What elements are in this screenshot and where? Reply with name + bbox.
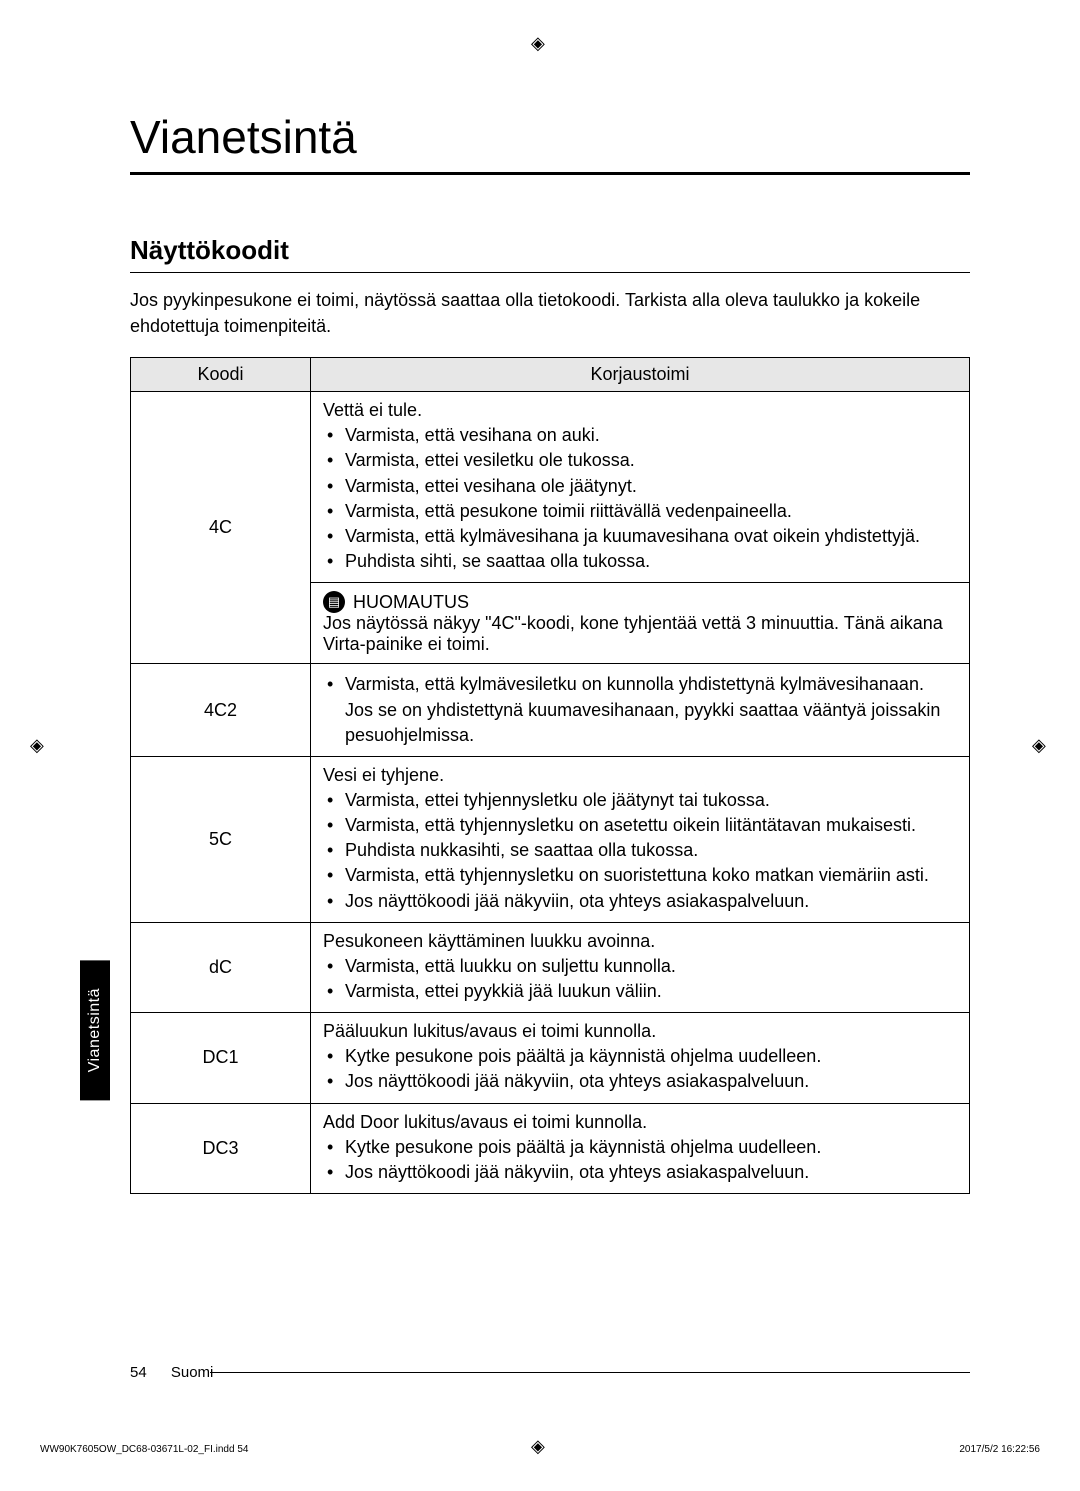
table-row-code: 4C <box>131 392 311 664</box>
list-item: Jos näyttökoodi jää näkyviin, ota yhteys… <box>323 1160 957 1185</box>
action-lead: Vettä ei tule. <box>323 400 957 421</box>
action-lead: Add Door lukitus/avaus ei toimi kunnolla… <box>323 1112 957 1133</box>
list-item: Varmista, että vesihana on auki. <box>323 423 957 448</box>
list-item: Varmista, että kylmävesiletku on kunnoll… <box>323 672 957 748</box>
table-row-action: Varmista, että kylmävesiletku on kunnoll… <box>311 664 970 757</box>
action-list: Kytke pesukone pois päältä ja käynnistä … <box>323 1135 957 1185</box>
list-item: Varmista, ettei vesihana ole jäätynyt. <box>323 474 957 499</box>
list-item: Puhdista sihti, se saattaa olla tukossa. <box>323 549 957 574</box>
registration-mark-top <box>531 34 549 54</box>
list-item: Varmista, että kylmävesihana ja kuumaves… <box>323 524 957 549</box>
action-list: Varmista, että vesihana on auki.Varmista… <box>323 423 957 574</box>
table-header-action: Korjaustoimi <box>311 358 970 392</box>
list-item: Jos näyttökoodi jää näkyviin, ota yhteys… <box>323 1069 957 1094</box>
registration-mark-left <box>30 736 48 756</box>
action-list: Varmista, ettei tyhjennysletku ole jääty… <box>323 788 957 914</box>
action-list: Varmista, että kylmävesiletku on kunnoll… <box>323 672 957 748</box>
table-row-code: 4C2 <box>131 664 311 757</box>
table-row-action: Pääluukun lukitus/avaus ei toimi kunnoll… <box>311 1013 970 1103</box>
table-header-code: Koodi <box>131 358 311 392</box>
table-row-code: dC <box>131 922 311 1012</box>
note-label: HUOMAUTUS <box>353 592 469 613</box>
list-item: Varmista, että pesukone toimii riittäväl… <box>323 499 957 524</box>
table-row-action: Add Door lukitus/avaus ei toimi kunnolla… <box>311 1103 970 1193</box>
note-cell: ▤ HUOMAUTUSJos näytössä näkyy "4C"-koodi,… <box>311 583 970 664</box>
registration-mark-bottom <box>531 1437 549 1457</box>
list-item: Varmista, ettei tyhjennysletku ole jääty… <box>323 788 957 813</box>
list-item: Varmista, että tyhjennysletku on suorist… <box>323 863 957 888</box>
table-row-action: Vettä ei tule.Varmista, että vesihana on… <box>311 392 970 583</box>
action-list: Kytke pesukone pois päältä ja käynnistä … <box>323 1044 957 1094</box>
intro-paragraph: Jos pyykinpesukone ei toimi, näytössä sa… <box>130 287 970 339</box>
list-item: Varmista, että tyhjennysletku on asetett… <box>323 813 957 838</box>
table-row-code: DC3 <box>131 1103 311 1193</box>
page-content: Vianetsintä Näyttökoodit Jos pyykinpesuk… <box>80 80 1000 1411</box>
table-row-code: DC1 <box>131 1013 311 1103</box>
action-lead: Pesukoneen käyttäminen luukku avoinna. <box>323 931 957 952</box>
list-item: Jos näyttökoodi jää näkyviin, ota yhteys… <box>323 889 957 914</box>
action-lead: Pääluukun lukitus/avaus ei toimi kunnoll… <box>323 1021 957 1042</box>
list-item: Varmista, että luukku on suljettu kunnol… <box>323 954 957 979</box>
action-lead: Vesi ei tyhjene. <box>323 765 957 786</box>
registration-mark-right <box>1032 736 1050 756</box>
list-item: Varmista, ettei pyykkiä jää luukun välii… <box>323 979 957 1004</box>
imprint-left: WW90K7605OW_DC68-03671L-02_FI.indd 54 <box>40 1444 248 1455</box>
list-item: Puhdista nukkasihti, se saattaa olla tuk… <box>323 838 957 863</box>
section-heading: Näyttökoodit <box>130 235 970 273</box>
note-heading: ▤ HUOMAUTUS <box>323 591 957 613</box>
list-item: Kytke pesukone pois päältä ja käynnistä … <box>323 1135 957 1160</box>
list-item: Varmista, ettei vesiletku ole tukossa. <box>323 448 957 473</box>
page-footer: 54 Suomi <box>130 1364 213 1381</box>
list-item: Kytke pesukone pois päältä ja käynnistä … <box>323 1044 957 1069</box>
table-row-code: 5C <box>131 756 311 922</box>
page-title: Vianetsintä <box>130 110 970 175</box>
footer-page-number: 54 <box>130 1364 147 1381</box>
note-icon: ▤ <box>323 591 345 613</box>
action-list: Varmista, että luukku on suljettu kunnol… <box>323 954 957 1004</box>
note-body: Jos näytössä näkyy "4C"-koodi, kone tyhj… <box>323 613 957 655</box>
table-row-action: Vesi ei tyhjene.Varmista, ettei tyhjenny… <box>311 756 970 922</box>
codes-table: Koodi Korjaustoimi 4CVettä ei tule.Varmi… <box>130 357 970 1194</box>
footer-language: Suomi <box>171 1364 214 1381</box>
imprint-right: 2017/5/2 16:22:56 <box>959 1444 1040 1455</box>
footer-rule <box>210 1372 970 1373</box>
table-row-action: Pesukoneen käyttäminen luukku avoinna.Va… <box>311 922 970 1012</box>
